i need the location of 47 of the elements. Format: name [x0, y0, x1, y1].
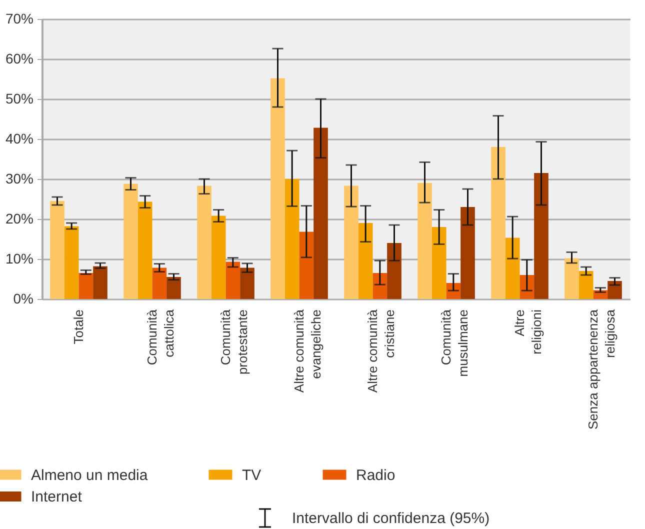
y-tick-label: 40%: [5, 130, 34, 146]
y-tick-label: 50%: [5, 90, 34, 106]
x-tick-label: Totale: [70, 310, 86, 344]
bar: [608, 281, 622, 299]
y-tick-label: 10%: [5, 250, 34, 266]
x-tick-label: Comunità cattolica: [144, 308, 176, 366]
bar: [432, 227, 446, 299]
bar: [152, 268, 167, 299]
bar: [299, 232, 314, 299]
bar: [505, 238, 520, 299]
legend-label: Radio: [356, 466, 396, 484]
bar: [418, 183, 432, 299]
y-tick-label: 0%: [13, 290, 34, 306]
legend-label: TV: [242, 466, 262, 484]
bar: [93, 266, 108, 299]
x-tick-label: Altre comunità cristiane: [364, 308, 397, 393]
bar: [240, 268, 254, 299]
bar: [138, 202, 152, 299]
bar: [491, 147, 506, 299]
bar: [226, 262, 240, 299]
bar: [578, 271, 594, 299]
bar: [64, 226, 79, 299]
x-tick-label: Altre religioni: [512, 309, 544, 354]
bar: [534, 173, 548, 299]
bar: [50, 201, 64, 299]
bar: [78, 273, 94, 299]
x-tick-label: Senza appartenenza religiosa: [585, 308, 618, 430]
legend-label: Almeno un media: [31, 466, 148, 484]
bar: [166, 277, 181, 299]
bar: [314, 128, 328, 299]
bar: [564, 258, 579, 299]
text: Intervallo di confidenza (95%): [292, 510, 490, 526]
legend-label: Internet: [31, 488, 83, 506]
bar: [270, 78, 285, 299]
bar: [197, 186, 212, 299]
y-tick-label: 70%: [5, 10, 34, 26]
bar: [358, 223, 373, 299]
bar: [344, 186, 358, 299]
bar: [124, 184, 138, 299]
y-tick-label: 20%: [5, 210, 34, 226]
y-tick-label: 30%: [5, 170, 34, 186]
bar: [372, 273, 388, 299]
bar: [211, 216, 226, 299]
bar: [284, 179, 300, 299]
y-tick-label: 60%: [5, 50, 34, 66]
bar: [460, 207, 475, 299]
bar: [387, 243, 402, 299]
